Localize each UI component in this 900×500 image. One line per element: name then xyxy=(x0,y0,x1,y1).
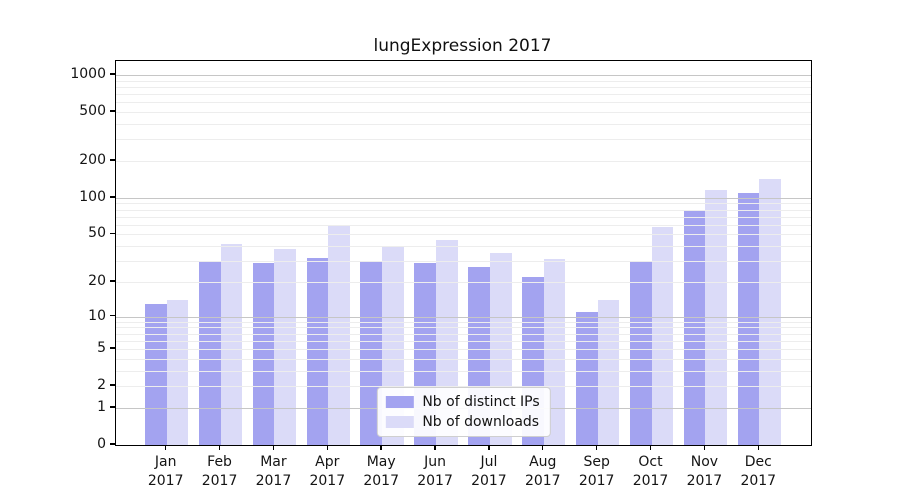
bar-jan-distinct-ips xyxy=(145,303,167,445)
gridline-1000 xyxy=(116,75,811,77)
gridline-800 xyxy=(116,86,811,88)
x-tick-label-may: May 2017 xyxy=(363,454,399,489)
gridline-2 xyxy=(116,386,811,388)
legend-item-distinct-ips: Nb of distinct IPs xyxy=(385,394,540,410)
y-tick-label-50: 50 xyxy=(88,225,106,242)
bar-dec-downloads xyxy=(759,179,781,445)
y-tick-label-1000: 1000 xyxy=(70,66,106,83)
y-tick-mark-1 xyxy=(110,406,115,408)
bar-nov-downloads xyxy=(705,190,728,445)
bar-apr-distinct-ips xyxy=(306,257,329,445)
legend: Nb of distinct IPs Nb of downloads xyxy=(376,387,551,437)
y-tick-label-500: 500 xyxy=(79,103,106,120)
x-tick-label-jan: Jan 2017 xyxy=(147,454,184,489)
bar-feb-downloads xyxy=(220,243,243,445)
bar-dec-distinct-ips xyxy=(737,192,760,445)
bar-feb-distinct-ips xyxy=(198,261,221,445)
legend-label-distinct-ips: Nb of distinct IPs xyxy=(422,394,540,410)
y-tick-mark-5 xyxy=(110,347,115,349)
y-tick-mark-0 xyxy=(110,443,115,445)
gridline-700 xyxy=(116,94,811,96)
bar-mar-distinct-ips xyxy=(252,262,275,445)
y-tick-mark-100 xyxy=(110,196,115,198)
gridline-30 xyxy=(116,261,811,263)
x-tick-label-jul: Jul 2017 xyxy=(471,454,507,489)
bar-sep-distinct-ips xyxy=(575,311,598,445)
bar-oct-downloads xyxy=(651,226,674,445)
plot-area: Nb of distinct IPs Nb of downloads xyxy=(115,60,812,446)
bar-apr-downloads xyxy=(328,224,350,445)
x-tick-label-apr: Apr 2017 xyxy=(309,454,346,489)
gridline-20 xyxy=(116,281,811,283)
gridline-400 xyxy=(116,124,811,126)
y-tick-mark-20 xyxy=(110,280,115,282)
x-tick-mark-jul xyxy=(488,445,490,451)
gridline-90 xyxy=(116,203,811,205)
gridline-600 xyxy=(116,102,811,104)
x-tick-mark-may xyxy=(380,445,382,451)
gridline-5 xyxy=(116,349,811,351)
y-tick-label-200: 200 xyxy=(79,152,106,168)
legend-item-downloads: Nb of downloads xyxy=(385,414,539,430)
bar-mar-downloads xyxy=(274,248,297,445)
x-tick-label-nov: Nov 2017 xyxy=(686,454,723,489)
y-tick-label-5: 5 xyxy=(97,340,106,357)
y-tick-label-100: 100 xyxy=(79,188,106,205)
legend-label-downloads: Nb of downloads xyxy=(422,414,540,430)
x-tick-mark-nov xyxy=(703,445,706,451)
x-tick-mark-mar xyxy=(272,445,275,451)
x-tick-label-oct: Oct 2017 xyxy=(632,454,669,489)
y-tick-mark-2 xyxy=(110,384,115,386)
x-tick-label-aug: Aug 2017 xyxy=(524,454,561,489)
gridlines-layer xyxy=(116,61,811,445)
gridline-4 xyxy=(116,358,811,360)
y-tick-mark-1000 xyxy=(110,73,115,75)
x-tick-label-dec: Dec 2017 xyxy=(740,454,777,489)
bar-oct-distinct-ips xyxy=(629,261,652,445)
x-tick-label-jun: Jun 2017 xyxy=(417,454,453,489)
x-tick-label-sep: Sep 2017 xyxy=(578,454,615,489)
gridline-7 xyxy=(116,333,811,335)
y-tick-label-20: 20 xyxy=(88,272,106,289)
x-tick-mark-jan xyxy=(165,445,167,451)
gridline-200 xyxy=(116,161,811,162)
gridline-40 xyxy=(116,246,811,248)
y-tick-mark-500 xyxy=(110,110,115,112)
y-tick-label-0: 0 xyxy=(97,436,106,452)
y-tick-label-2: 2 xyxy=(97,377,106,394)
y-tick-mark-200 xyxy=(110,159,115,161)
x-tick-mark-oct xyxy=(649,445,652,451)
gridline-60 xyxy=(116,224,811,226)
legend-swatch-downloads xyxy=(385,416,414,428)
x-tick-mark-apr xyxy=(326,445,328,451)
gridline-8 xyxy=(116,327,811,329)
gridline-900 xyxy=(116,80,811,82)
gridline-70 xyxy=(116,216,811,218)
legend-swatch-distinct-ips xyxy=(385,396,414,408)
gridline-9 xyxy=(116,321,811,323)
gridline-3 xyxy=(116,370,811,372)
gridline-50 xyxy=(116,234,811,236)
x-tick-mark-jun xyxy=(434,445,436,451)
x-tick-label-mar: Mar 2017 xyxy=(255,454,292,489)
gridline-80 xyxy=(116,209,811,211)
x-tick-mark-dec xyxy=(757,445,759,451)
x-tick-mark-sep xyxy=(595,445,598,451)
y-tick-mark-10 xyxy=(110,314,115,317)
gridline-300 xyxy=(116,139,811,141)
gridline-6 xyxy=(116,340,811,342)
y-tick-label-10: 10 xyxy=(88,307,106,324)
x-tick-mark-feb xyxy=(218,445,221,451)
x-tick-mark-aug xyxy=(542,445,544,451)
x-tick-label-feb: Feb 2017 xyxy=(201,454,238,489)
y-tick-mark-50 xyxy=(110,232,115,235)
chart-title: lungExpression 2017 xyxy=(373,36,552,56)
y-tick-label-1: 1 xyxy=(97,398,106,415)
gridline-100 xyxy=(116,197,811,199)
gridline-10 xyxy=(116,316,811,318)
gridline-500 xyxy=(116,112,811,114)
